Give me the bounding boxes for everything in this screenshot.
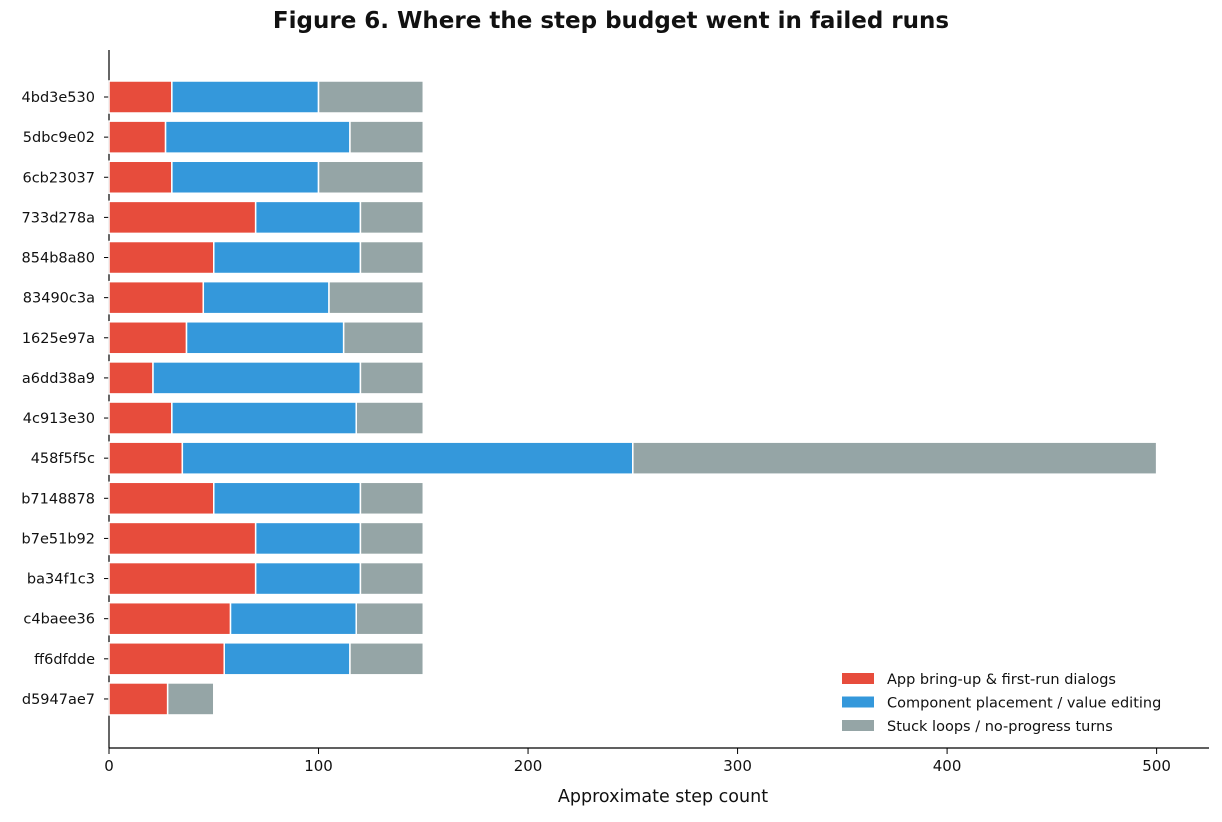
bar-segment-placement xyxy=(185,321,345,355)
y-tick-label: 854b8a80 xyxy=(22,251,95,267)
y-tick-label: ba34f1c3 xyxy=(27,572,95,588)
bar-segment-bringup xyxy=(108,160,173,195)
x-tick-label: 300 xyxy=(723,757,752,775)
bar-segment-stuck xyxy=(632,441,1158,475)
bar-segment-placement xyxy=(213,240,362,275)
bar-segment-stuck xyxy=(317,80,425,114)
bar-segment-stuck xyxy=(355,601,425,636)
bar-segment-stuck xyxy=(328,280,425,315)
y-tick-label: 733d278a xyxy=(22,210,95,226)
bar-segment-stuck xyxy=(359,200,425,235)
y-tick-label: 5dbc9e02 xyxy=(23,130,95,146)
bar-segment-placement xyxy=(171,80,320,114)
bar-segment-bringup xyxy=(108,521,257,556)
legend-label: Component placement / value editing xyxy=(887,696,1161,712)
bar-segment-bringup xyxy=(108,441,184,475)
bar-segment-placement xyxy=(152,361,362,395)
bar-segment-placement xyxy=(171,160,320,195)
y-tick-label: d5947ae7 xyxy=(22,692,95,708)
bar-segment-placement xyxy=(181,441,634,475)
bar-segment-placement xyxy=(164,120,351,154)
y-tick-label: c4baee36 xyxy=(23,612,95,628)
legend-swatch xyxy=(842,720,874,731)
legend-swatch xyxy=(842,696,874,708)
y-tick-label: 4c913e30 xyxy=(23,411,95,427)
y-tick-label: b7148878 xyxy=(21,491,95,507)
bar-segment-bringup xyxy=(108,321,188,355)
x-tick-label: 100 xyxy=(304,757,333,775)
x-tick-label: 500 xyxy=(1142,757,1171,775)
bar-segment-placement xyxy=(229,601,357,636)
bar-segment-bringup xyxy=(108,280,205,315)
chart-title: Figure 6. Where the step budget went in … xyxy=(272,8,950,34)
bar-segment-placement xyxy=(254,561,362,596)
bar-segment-bringup xyxy=(108,240,215,275)
legend-label: App bring-up & first-run dialogs xyxy=(887,672,1116,688)
bar-segment-placement xyxy=(254,521,362,556)
bar-segment-stuck xyxy=(317,160,425,195)
bar-segment-stuck xyxy=(359,561,425,596)
bar-segment-stuck xyxy=(166,682,215,716)
y-tick-label: 4bd3e530 xyxy=(22,90,95,106)
bar-segment-stuck xyxy=(349,120,425,154)
bar-segment-placement xyxy=(254,200,362,235)
bar-segment-bringup xyxy=(108,401,173,435)
bar-segment-stuck xyxy=(355,401,425,435)
bar-segment-bringup xyxy=(108,601,232,636)
y-tick-label: 83490c3a xyxy=(23,291,95,307)
bar-segment-placement xyxy=(223,642,351,676)
x-tick-label: 0 xyxy=(104,757,114,775)
y-tick-label: 458f5f5c xyxy=(31,451,95,467)
bar-segment-bringup xyxy=(108,642,225,676)
bar-segment-stuck xyxy=(349,642,425,676)
y-tick-label: ff6dfdde xyxy=(34,652,95,668)
bar-segment-stuck xyxy=(359,240,425,275)
x-tick-label: 200 xyxy=(514,757,543,775)
legend-swatch xyxy=(842,673,874,684)
bar-segment-bringup xyxy=(108,200,257,235)
bar-segment-placement xyxy=(171,401,357,435)
y-tick-label: 6cb23037 xyxy=(22,170,95,186)
legend-label: Stuck loops / no-progress turns xyxy=(887,719,1113,735)
bar-segment-stuck xyxy=(359,521,425,556)
bar-segment-bringup xyxy=(108,682,169,716)
y-tick-label: a6dd38a9 xyxy=(22,371,95,387)
x-tick-label: 400 xyxy=(933,757,962,775)
bar-segment-stuck xyxy=(359,361,425,395)
bar-segment-bringup xyxy=(108,561,257,596)
bar-segment-bringup xyxy=(108,80,173,114)
bar-segment-bringup xyxy=(108,120,167,154)
bar-segment-placement xyxy=(213,481,362,516)
y-tick-label: b7e51b92 xyxy=(22,531,95,547)
bar-segment-stuck xyxy=(359,481,425,516)
bar-segment-stuck xyxy=(342,321,425,355)
x-axis-label: Approximate step count xyxy=(558,787,768,807)
bar-segment-bringup xyxy=(108,481,215,516)
bar-segment-bringup xyxy=(108,361,154,395)
y-tick-label: 1625e97a xyxy=(22,331,95,347)
bar-segment-placement xyxy=(202,280,330,315)
